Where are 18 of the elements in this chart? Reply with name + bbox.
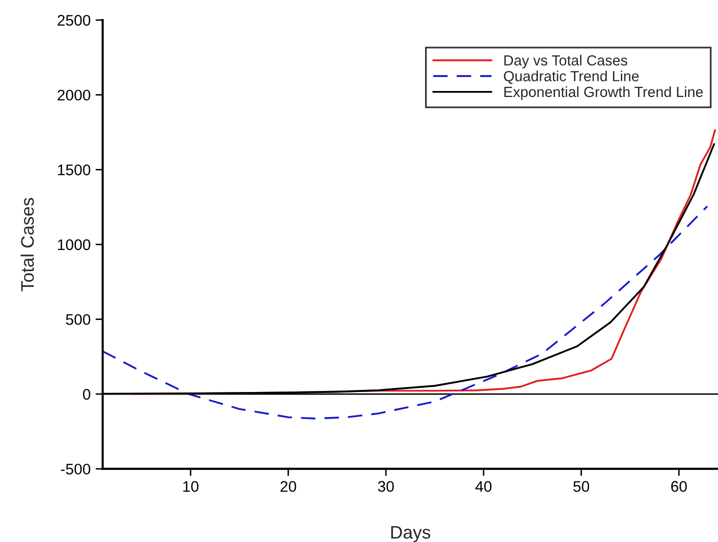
y-axis-title: Total Cases — [20, 198, 34, 292]
y-tick-label: 1000 — [58, 239, 90, 250]
legend-label: Exponential Growth Trend Line — [504, 86, 703, 100]
x-tick-label: 40 — [475, 481, 492, 492]
y-tick-label: -500 — [60, 464, 90, 475]
y-tick-label: 2500 — [58, 14, 90, 26]
y-tick-label: 500 — [66, 314, 90, 325]
y-tick-label: 0 — [82, 388, 90, 400]
legend-label: Quadratic Trend Line — [504, 70, 639, 84]
x-tick-label: 10 — [183, 481, 198, 492]
x-axis-title: Days — [391, 526, 430, 542]
x-tick-label: 50 — [573, 481, 590, 492]
y-tick-label: 1500 — [58, 164, 90, 176]
x-tick-label: 20 — [280, 481, 296, 492]
x-tick-label: 60 — [671, 481, 687, 492]
legend-label: Day vs Total Cases — [504, 54, 628, 68]
x-tick-label: 30 — [378, 481, 394, 492]
y-tick-label: 2000 — [58, 90, 90, 101]
